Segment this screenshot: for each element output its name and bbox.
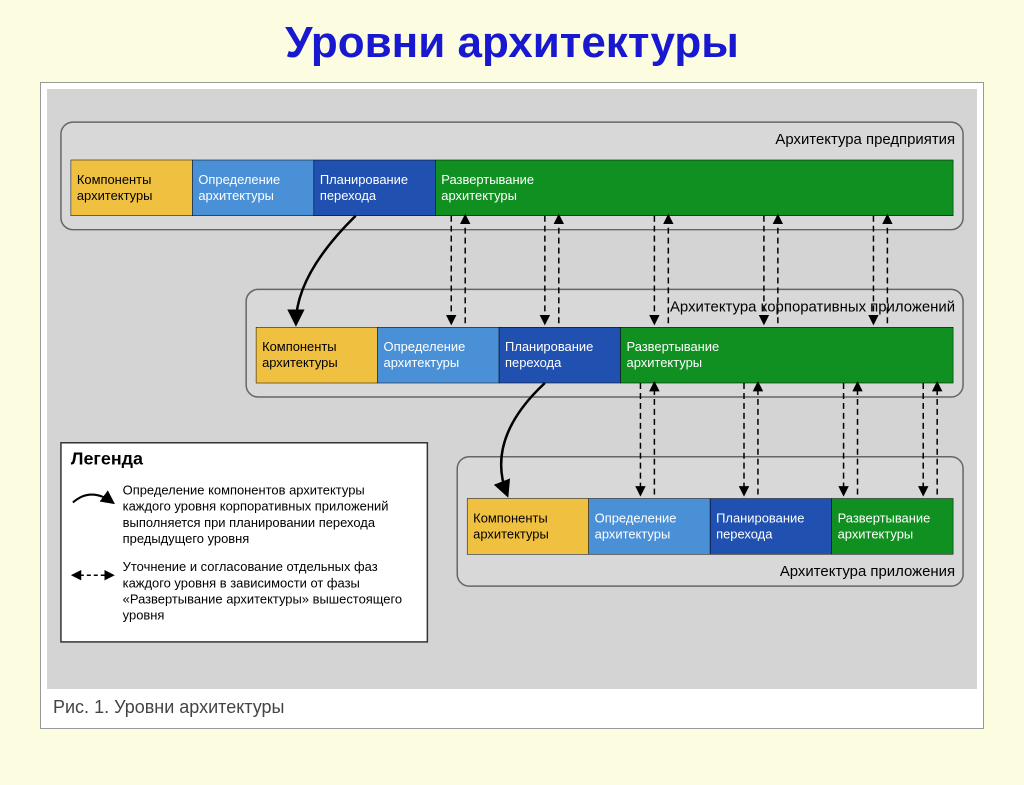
architecture-levels-diagram: Архитектура предприятия Компонентыархитек…	[47, 89, 977, 689]
svg-text:Архитектура корпоративных прил: Архитектура корпоративных приложений	[670, 298, 955, 315]
segment-label-s2: Определениеархитектуры	[384, 339, 466, 370]
svg-text:Архитектура предприятия: Архитектура предприятия	[775, 131, 955, 148]
page-title: Уровни архитектуры	[0, 18, 1024, 68]
segment-label-s2: Определениеархитектуры	[198, 172, 280, 203]
svg-text:Архитектура приложения: Архитектура приложения	[780, 563, 955, 580]
segment-label-s1: Компонентыархитектуры	[473, 510, 549, 541]
segment-label-s2: Определениеархитектуры	[595, 510, 677, 541]
segment-label-s1: Компонентыархитектуры	[77, 172, 153, 203]
diagram-container: Архитектура предприятия Компонентыархитек…	[40, 82, 984, 729]
segment-label-s1: Компонентыархитектуры	[262, 339, 338, 370]
figure-caption: Рис. 1. Уровни архитектуры	[47, 689, 977, 722]
svg-text:Легенда: Легенда	[71, 449, 144, 469]
